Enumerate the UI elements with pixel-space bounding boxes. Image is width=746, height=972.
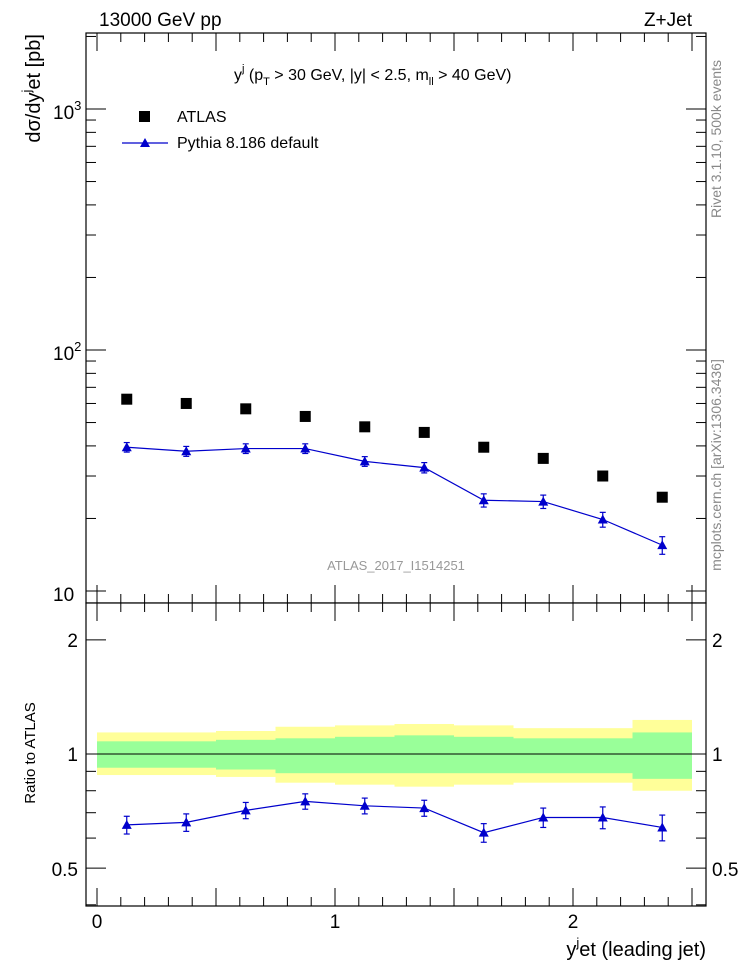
xtick-label-2: 2 [568, 912, 579, 933]
atlas-point [121, 393, 133, 405]
ratio-band-inner [513, 738, 573, 774]
ratio-point [538, 812, 549, 822]
xlabel: yjet (leading jet) [566, 935, 706, 961]
legend-pythia-label: Pythia 8.186 default [177, 135, 319, 152]
ratio-ytick-label-right-1: 1 [712, 745, 723, 766]
atlas-point [597, 470, 609, 482]
atlas-point [656, 491, 668, 503]
ratio-ytick-label-1: 1 [67, 745, 78, 766]
ratio-point [597, 812, 608, 822]
atlas-point [299, 410, 311, 422]
ratio-band-inner [632, 732, 692, 779]
ratio-point [419, 803, 430, 813]
ratio-point [657, 822, 668, 832]
ratio-band-inner [97, 741, 157, 768]
ratio-point [359, 800, 370, 810]
ratio-band-inner [454, 736, 514, 774]
ratio-axis-ticks [86, 603, 706, 906]
main-data-layer [121, 393, 668, 555]
analysis-watermark: ATLAS_2017_I1514251 [327, 558, 465, 573]
atlas-point [418, 426, 430, 438]
ratio-band-inner [335, 736, 395, 774]
ratio-ytick-label-right-2: 2 [712, 631, 723, 652]
pythia-line [126, 446, 663, 546]
ratio-band-inner [156, 741, 216, 768]
atlas-point [537, 452, 549, 464]
legend-atlas-marker [139, 111, 150, 122]
ratio-point [478, 827, 489, 837]
ytick-label-10: 10 [53, 585, 74, 606]
ratio-ytick-label-2: 2 [67, 631, 78, 652]
ytick-label-100: 102 [53, 339, 81, 365]
pythia-point [359, 456, 370, 466]
plot-title: yj (pT > 30 GeV, |y| < 2.5, mll > 40 GeV… [234, 63, 512, 88]
atlas-point [478, 441, 490, 453]
pythia-point [121, 442, 132, 452]
ytick-label-1000: 103 [53, 98, 81, 124]
pythia-point [478, 495, 489, 505]
ratio-plot-frame [85, 602, 707, 907]
pythia-point [657, 540, 668, 550]
ratio-plot: Ratio to ATLAS 2 1 0.5 2 1 0.5 0 1 2 yje… [22, 602, 738, 961]
main-plot-background [86, 33, 706, 603]
pythia-point [419, 462, 430, 472]
xtick-label-0: 0 [92, 912, 103, 933]
ratio-ytick-label-0.5: 0.5 [52, 860, 78, 881]
ratio-ytick-label-right-0.5: 0.5 [712, 860, 738, 881]
pythia-point [597, 514, 608, 524]
ratio-band-inner [275, 738, 335, 774]
legend-atlas-label: ATLAS [177, 109, 227, 126]
mcplots-label: mcplots.cern.ch [arXiv:1306.3436] [708, 359, 724, 571]
pythia-point [538, 496, 549, 506]
atlas-point [240, 403, 252, 415]
xtick-label-1: 1 [330, 912, 341, 933]
atlas-point [180, 397, 192, 409]
rivet-label: Rivet 3.1.10, 500k events [708, 60, 724, 218]
legend-pythia-marker [140, 138, 150, 147]
main-axis-ticks [86, 33, 706, 603]
ratio-data-layer [121, 793, 668, 843]
pythia-point [240, 443, 251, 453]
pythia-point [181, 446, 192, 456]
ratio-band-inner [216, 739, 276, 770]
atlas-point [359, 421, 371, 433]
ratio-ylabel: Ratio to ATLAS [22, 702, 39, 803]
energy-label: 13000 GeV pp [99, 10, 222, 31]
ratio-point [240, 805, 251, 815]
process-label: Z+Jet [644, 10, 693, 31]
ratio-line [126, 800, 663, 834]
main-ylabel: dσ/dyjet [pb] [19, 34, 45, 143]
main-plot: yj (pT > 30 GeV, |y| < 2.5, mll > 40 GeV… [19, 32, 707, 606]
ratio-band-inner [573, 738, 633, 774]
ratio-point [181, 817, 192, 827]
ratio-point [300, 796, 311, 806]
ratio-point [121, 819, 132, 829]
pythia-point [300, 443, 311, 453]
